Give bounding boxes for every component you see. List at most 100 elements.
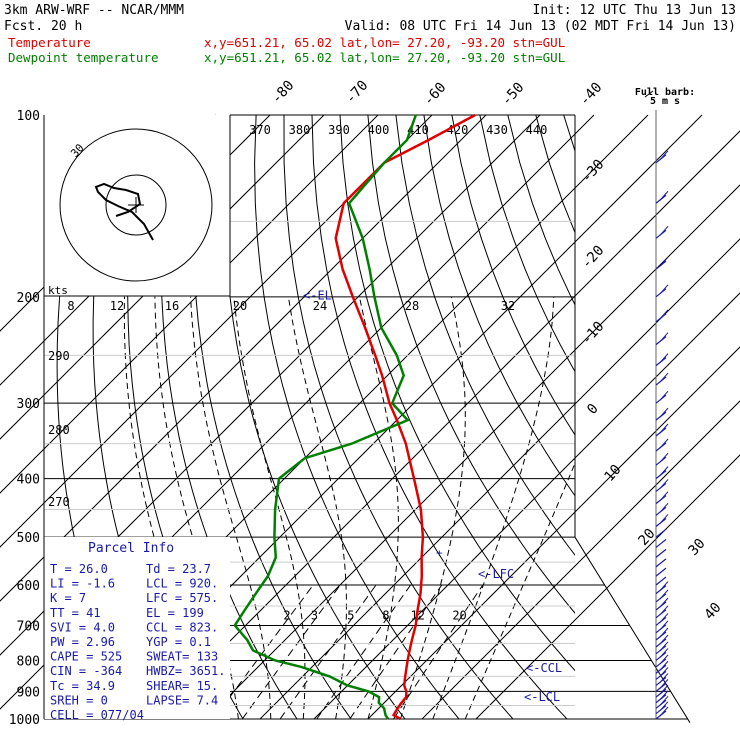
parcel-info-value: K = 7 bbox=[50, 591, 86, 605]
parcel-info-value: TT = 41 bbox=[50, 606, 101, 620]
isotherm-label-group: -70 bbox=[343, 78, 372, 108]
hodograph-speed-label: 28 bbox=[405, 299, 419, 313]
isotherm-label-group: -40 bbox=[577, 80, 606, 110]
hodograph-units: kts bbox=[48, 284, 68, 297]
full-barb-sample bbox=[644, 90, 654, 98]
dry-adiabat bbox=[339, 115, 575, 672]
parcel-info-value: LAPSE= 7.4 bbox=[146, 693, 218, 707]
theta-label: 400 bbox=[368, 123, 390, 137]
parcel-info-value: SVI = 4.0 bbox=[50, 620, 115, 634]
parcel-info-value: LI = -1.6 bbox=[50, 577, 115, 591]
dry-adiabat bbox=[676, 115, 740, 719]
hodograph-speed-labels: 8 12 16 20 24 28 32 bbox=[67, 299, 515, 313]
wind-barb bbox=[655, 548, 667, 558]
wind-barb-flag bbox=[659, 690, 669, 701]
wind-barb bbox=[655, 567, 667, 577]
isotherm-label: 30 bbox=[685, 536, 708, 559]
pressure-label: 100 bbox=[17, 109, 40, 124]
isotherm-label: -70 bbox=[343, 78, 372, 108]
isotherm-line bbox=[151, 130, 740, 720]
isotherm-label: -50 bbox=[499, 80, 528, 110]
parcel-info-value: T = 26.0 bbox=[50, 562, 108, 576]
theta-label: 270 bbox=[48, 495, 70, 509]
wind-barb-flag bbox=[659, 225, 669, 236]
moist-adiabat bbox=[432, 296, 555, 719]
hodograph-trace bbox=[94, 182, 154, 241]
isotherm-label: 40 bbox=[701, 600, 724, 623]
isotherm-line bbox=[0, 114, 379, 494]
parcel-info-value: CIN = -364 bbox=[50, 664, 122, 678]
parcel-info-value: CAPE = 525 bbox=[50, 650, 122, 664]
isotherm-label-group: 30 bbox=[685, 536, 708, 559]
mixing-ratio-line bbox=[279, 584, 377, 719]
dewpoint-line bbox=[233, 114, 417, 720]
level-marker: <-LCL bbox=[524, 690, 560, 704]
wind-barb-flag bbox=[659, 701, 669, 712]
mixing-ratio-label: 20 bbox=[452, 608, 466, 622]
temperature-line bbox=[334, 113, 476, 721]
hodograph-speed-label: 8 bbox=[67, 299, 74, 313]
wind-barb-flag bbox=[659, 514, 669, 524]
wind-barb-flag bbox=[659, 634, 669, 645]
moist-adiabat bbox=[358, 296, 399, 719]
wind-barb bbox=[655, 576, 667, 586]
wind-barb-flag bbox=[659, 256, 669, 267]
parcel-info-panel bbox=[44, 537, 230, 719]
dry-adiabat bbox=[507, 115, 575, 306]
parcel-info-value: EL = 199 bbox=[146, 606, 204, 620]
wind-barb-flag bbox=[659, 581, 669, 591]
wind-barb-flag bbox=[659, 353, 669, 363]
isotherm-label-group: 20 bbox=[635, 526, 658, 549]
wind-barb-flag bbox=[659, 309, 669, 320]
legend-temperature-label: Temperature bbox=[8, 35, 91, 50]
isotherm-label: -40 bbox=[577, 80, 606, 110]
wind-barb-flag bbox=[659, 332, 669, 342]
wind-barb-flag bbox=[659, 452, 669, 463]
mixing-ratio-labels: 2 3 5 8 12 20 bbox=[283, 608, 466, 622]
parcel-info-value: SWEAT= 133 bbox=[146, 650, 218, 664]
isotherm-label-group: -10 bbox=[579, 319, 608, 349]
pressure-labels: 100 200 300 400 500 600 700 800 900 1000 bbox=[9, 109, 40, 728]
level-marker-tick: + bbox=[436, 546, 443, 559]
moist-adiabat bbox=[464, 461, 575, 719]
level-marker: <-CCL bbox=[526, 661, 562, 675]
isotherm-label-group: -60 bbox=[421, 80, 450, 110]
parcel-info-value: CELL = 077/04 bbox=[50, 708, 144, 722]
plot-boundary bbox=[574, 115, 691, 723]
wind-barb-flag bbox=[659, 597, 669, 608]
isotherm-line bbox=[205, 184, 740, 720]
wind-barb-flag bbox=[659, 479, 669, 489]
parcel-info-value: SHEAR= 15. bbox=[146, 679, 218, 693]
isotherm-label: 20 bbox=[635, 526, 658, 549]
wind-barb-flag bbox=[659, 423, 669, 434]
theta-label: 430 bbox=[486, 123, 508, 137]
dry-adiabat bbox=[563, 115, 575, 153]
mixing-ratio-label: 8 bbox=[382, 608, 389, 622]
parcel-info-value: SREH = 0 bbox=[50, 693, 108, 707]
hodograph-ring-inner bbox=[105, 174, 167, 236]
moist-adiabat bbox=[287, 296, 347, 719]
parcel-info-value: Td = 23.7 bbox=[146, 562, 211, 576]
model-title: 3km ARW-WRF -- NCAR/MMM bbox=[4, 3, 184, 18]
mixing-ratio-label: 2 bbox=[283, 608, 290, 622]
isotherm-label-group: 40 bbox=[701, 600, 724, 623]
wind-barb-flag bbox=[659, 589, 669, 600]
valid-time: Valid: 08 UTC Fri 14 Jun 13 (02 MDT Fri … bbox=[345, 19, 736, 34]
hodograph-speed-label: 12 bbox=[110, 299, 124, 313]
parcel-info-value: Tc = 34.9 bbox=[50, 679, 115, 693]
wind-barb-flag bbox=[659, 641, 669, 652]
hodograph-speed-label: 32 bbox=[501, 299, 515, 313]
wind-barb-flag bbox=[659, 679, 669, 689]
wind-barb-flag bbox=[659, 673, 669, 683]
isotherm-line bbox=[421, 400, 740, 720]
parcel-info-value: YGP = 0.1 bbox=[146, 635, 211, 649]
pressure-label: 500 bbox=[17, 531, 40, 546]
dry-adiabat bbox=[479, 115, 575, 373]
wind-barb bbox=[655, 558, 667, 568]
isotherm-line bbox=[0, 114, 433, 548]
hodograph-speed-label: 20 bbox=[233, 299, 247, 313]
hodograph-speed-label: 24 bbox=[313, 299, 327, 313]
wind-barb-flag bbox=[659, 706, 669, 717]
pressure-label: 200 bbox=[17, 291, 40, 306]
